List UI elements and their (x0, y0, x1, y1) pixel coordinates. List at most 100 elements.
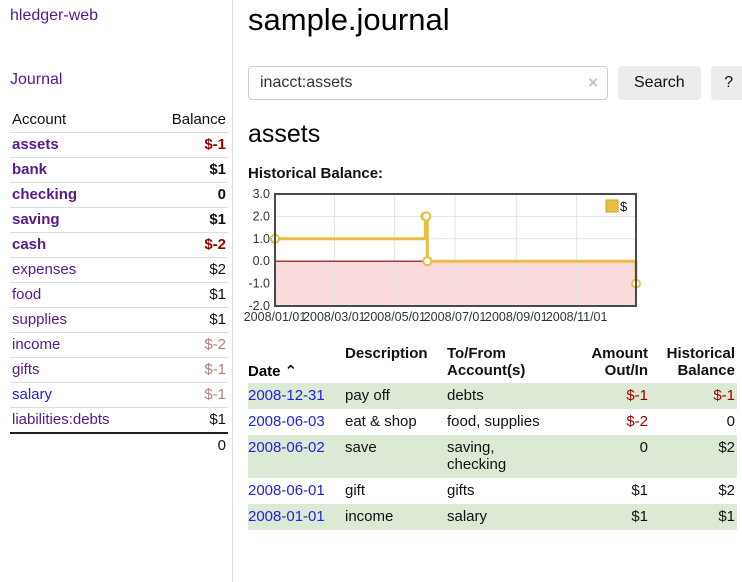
page-title: sample.journal (248, 2, 450, 37)
transaction-balance: $2 (718, 482, 735, 499)
account-row: liabilities:debts $1 (10, 407, 228, 434)
account-balance: $-2 (147, 332, 228, 358)
sort-asc-icon: ⌃ (284, 363, 298, 380)
transaction-description: eat & shop (345, 413, 417, 430)
account-row: gifts $-1 (10, 357, 228, 383)
svg-text:2.0: 2.0 (253, 209, 270, 223)
transaction-date-link[interactable]: 2008-06-03 (248, 413, 325, 430)
transaction-description: save (345, 439, 377, 456)
help-button[interactable]: ? (710, 66, 742, 100)
account-balance: $1 (147, 282, 228, 308)
register-row: 2008-06-03 eat & shop food, supplies $-2… (248, 409, 737, 435)
transaction-date-link[interactable]: 2008-06-02 (248, 439, 325, 456)
account-balance: $-1 (147, 132, 228, 158)
transaction-description: gift (345, 482, 366, 499)
register-row: 2008-06-02 save saving, checking 0 $2 (248, 435, 737, 478)
svg-text:-2.0: -2.0 (248, 299, 270, 313)
account-row: bank $1 (10, 157, 228, 183)
clear-search-icon[interactable]: × (588, 73, 598, 92)
account-link-supplies[interactable]: supplies (12, 311, 68, 328)
accounts-header-row: Account Balance (10, 108, 228, 133)
transaction-balance: $1 (718, 508, 735, 525)
transaction-amount: $-1 (626, 387, 648, 404)
account-link-bank[interactable]: bank (12, 161, 48, 178)
register-row: 2008-06-01 gift gifts $1 $2 (248, 478, 737, 504)
accounts-header-balance: Balance (147, 108, 228, 133)
register-row: 2008-01-01 income salary $1 $1 (248, 504, 737, 530)
search-form: × Search ? (248, 66, 742, 100)
svg-text:2008/11/01: 2008/11/01 (546, 310, 608, 324)
register-header-date: Date ⌃ (248, 343, 345, 383)
account-balance: $1 (147, 157, 228, 183)
account-balance: $1 (147, 307, 228, 333)
transaction-date-link[interactable]: 2008-12-31 (248, 387, 325, 404)
transaction-amount: 0 (639, 439, 648, 456)
accounts-header-account: Account (10, 108, 148, 133)
account-row: expenses $2 (10, 257, 228, 283)
account-balance: $2 (147, 257, 228, 283)
account-link-cash[interactable]: cash (12, 236, 47, 253)
search-input-wrap: × (248, 66, 608, 100)
accounts-total-value: 0 (147, 432, 228, 458)
register-row: 2008-12-31 pay off debts $-1 $-1 (248, 383, 737, 409)
account-link-income[interactable]: income (12, 336, 61, 353)
account-row: assets $-1 (10, 132, 228, 158)
register-header-balance: Historical Balance (666, 345, 735, 379)
account-balance: $-1 (147, 357, 228, 383)
svg-text:2008/07/01: 2008/07/01 (424, 310, 487, 324)
transaction-date-link[interactable]: 2008-06-01 (248, 482, 325, 499)
chart-title: Historical Balance: (248, 165, 384, 182)
transaction-accounts: salary (447, 508, 488, 525)
account-link-saving[interactable]: saving (12, 211, 60, 228)
account-row: saving $1 (10, 207, 228, 233)
transaction-accounts: food, supplies (447, 413, 540, 430)
account-row: supplies $1 (10, 307, 228, 333)
account-link-salary[interactable]: salary (12, 386, 53, 403)
transaction-description: pay off (345, 387, 390, 404)
transaction-amount: $-2 (626, 413, 648, 430)
account-row: checking 0 (10, 182, 228, 208)
account-link-checking[interactable]: checking (12, 186, 78, 203)
transaction-description: income (345, 508, 394, 525)
sort-date-link[interactable]: Date ⌃ (248, 363, 298, 380)
transaction-balance: $-1 (713, 387, 735, 404)
svg-text:2008/03/01: 2008/03/01 (303, 310, 366, 324)
svg-text:$: $ (620, 199, 628, 214)
account-balance: $-2 (147, 232, 228, 258)
account-link-assets[interactable]: assets (12, 136, 59, 153)
svg-text:2008/09/01: 2008/09/01 (485, 310, 548, 324)
svg-text:2008/05/01: 2008/05/01 (363, 310, 426, 324)
app-brand-link[interactable]: hledger-web (10, 7, 99, 24)
transaction-date-link[interactable]: 2008-01-01 (248, 508, 325, 525)
transaction-accounts: debts (447, 387, 484, 404)
account-link-food[interactable]: food (12, 286, 42, 303)
account-balance: $-1 (147, 382, 228, 408)
account-link-liabilities-debts[interactable]: liabilities:debts (12, 411, 110, 428)
transaction-balance: 0 (726, 413, 735, 430)
search-button[interactable]: Search (618, 66, 701, 100)
account-row: income $-2 (10, 332, 228, 358)
account-balance: 0 (147, 182, 228, 208)
account-row: cash $-2 (10, 232, 228, 258)
register-header-accounts: To/From Account(s) (447, 345, 526, 379)
transaction-accounts: saving, checking (447, 439, 507, 473)
sidebar: hledger-web Journal Account Balance asse… (0, 0, 233, 582)
search-input[interactable] (248, 66, 608, 100)
svg-text:-1.0: -1.0 (248, 277, 270, 291)
sidebar-item-journal[interactable]: Journal (10, 71, 63, 88)
account-link-gifts[interactable]: gifts (12, 361, 40, 378)
transaction-amount: $1 (631, 508, 648, 525)
svg-text:2008/01/01: 2008/01/01 (244, 310, 307, 324)
balance-chart: $3.0 2.0 1.0 0.0 -1.0 -2.02008/01/012008/03/0… (244, 187, 641, 324)
accounts-total-row: 0 (10, 432, 228, 458)
account-row: salary $-1 (10, 382, 228, 408)
account-row: food $1 (10, 282, 228, 308)
transaction-accounts: gifts (447, 482, 475, 499)
account-link-expenses[interactable]: expenses (12, 261, 77, 278)
main-content: sample.journal × Search ? assets Histori… (233, 0, 742, 582)
svg-text:1.0: 1.0 (253, 232, 270, 246)
register-header-description: Description (345, 345, 428, 362)
transaction-balance: $2 (718, 439, 735, 456)
register-header-amount: Amount Out/In (591, 345, 648, 379)
